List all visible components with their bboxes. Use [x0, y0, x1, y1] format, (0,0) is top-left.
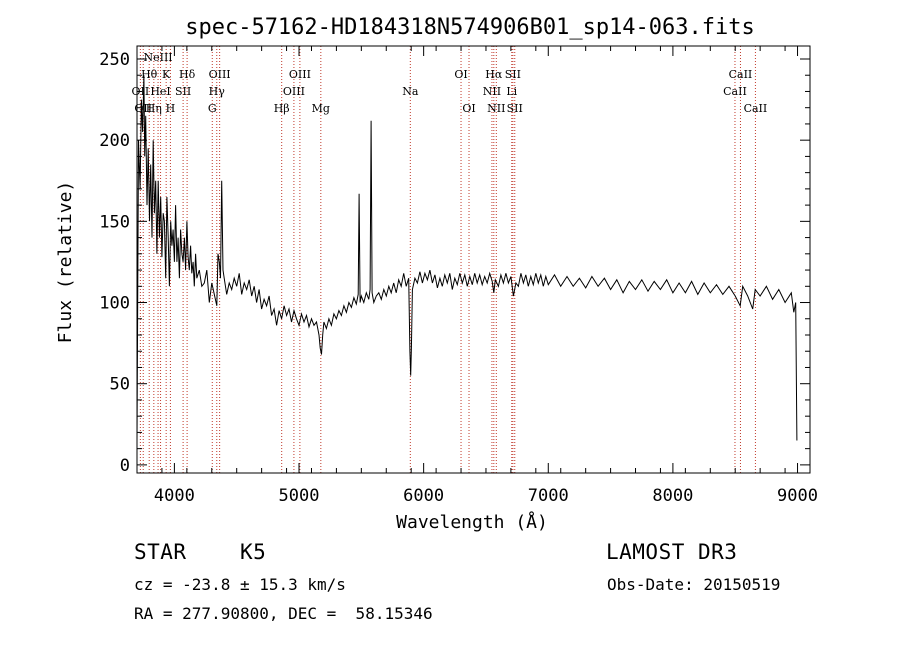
x-tick-label: 4000	[154, 486, 195, 506]
spectral-line-label: Hη	[146, 102, 162, 115]
spectral-line-label: HeI	[150, 85, 170, 98]
sky-coordinates: RA = 277.90800, DEC = 58.15346	[134, 604, 433, 623]
redshift-velocity: cz = -23.8 ± 15.3 km/s	[134, 575, 346, 594]
spectral-line-label: Hβ	[274, 102, 290, 115]
x-axis-ticks: 4000 5000 6000 7000 8000 9000	[136, 46, 818, 506]
y-axis-label: Flux (relative)	[55, 181, 76, 344]
y-tick-label: 100	[99, 294, 130, 314]
spectral-line-label: K	[162, 68, 171, 81]
spectral-line-label: CaII	[723, 85, 747, 98]
spectral-line-label: NII	[487, 102, 505, 115]
spectral-line-label: Hθ	[141, 68, 158, 81]
chart-title: spec-57162-HD184318N574906B01_sp14-063.f…	[185, 15, 755, 40]
spectral-line-label: OI	[454, 68, 467, 81]
spectral-line-label: H	[166, 102, 176, 115]
spectral-line-label: Hγ	[209, 85, 226, 98]
spectral-line-markers	[139, 46, 756, 473]
y-axis-ticks: 0 50 100 150 200 250	[99, 50, 810, 476]
spectrum-series-line	[136, 75, 798, 441]
y-tick-label: 200	[99, 131, 130, 151]
y-tick-label: 250	[99, 50, 130, 70]
spectral-line-label: SII	[505, 68, 521, 81]
x-tick-label: 5000	[279, 486, 320, 506]
x-tick-label: 6000	[403, 486, 444, 506]
spectral-line-label: OI	[462, 102, 475, 115]
x-tick-label: 9000	[777, 486, 818, 506]
spectral-line-label: SII	[507, 102, 523, 115]
spectral-line-label: NII	[483, 85, 501, 98]
spectral-line-label: Hα	[485, 68, 503, 81]
x-axis-label: Wavelength (Å)	[396, 511, 548, 533]
observation-date: Obs-Date: 20150519	[607, 575, 781, 594]
spectral-line-label: SII	[175, 85, 191, 98]
spectral-line-label: NeIII	[143, 51, 172, 64]
spectral-line-labels: OIIOIIHθHηNeIIIHeIKHSIIHδGHγOIIIHβOIIIOI…	[132, 51, 768, 115]
spectral-line-label: Li	[506, 85, 517, 98]
y-tick-label: 50	[110, 375, 130, 395]
plot-frame	[136, 45, 811, 474]
x-tick-label: 7000	[528, 486, 569, 506]
object-subclass: K5	[240, 540, 267, 564]
spectral-line-label: Mg	[312, 102, 330, 115]
spectral-line-label: OIII	[289, 68, 311, 81]
spectral-line-label: CaII	[729, 68, 753, 81]
y-tick-label: 150	[99, 212, 130, 232]
spectral-line-label: Na	[402, 85, 419, 98]
y-tick-label: 0	[120, 456, 130, 476]
spectral-line-label: G	[208, 102, 217, 115]
spectral-line-label: Hδ	[179, 68, 196, 81]
object-class: STAR	[134, 540, 187, 564]
x-tick-label: 8000	[652, 486, 693, 506]
spectral-line-label: CaII	[744, 102, 768, 115]
spectral-line-label: OIII	[209, 68, 231, 81]
spectral-line-label: OIII	[283, 85, 305, 98]
survey-name: LAMOST DR3	[606, 540, 738, 564]
